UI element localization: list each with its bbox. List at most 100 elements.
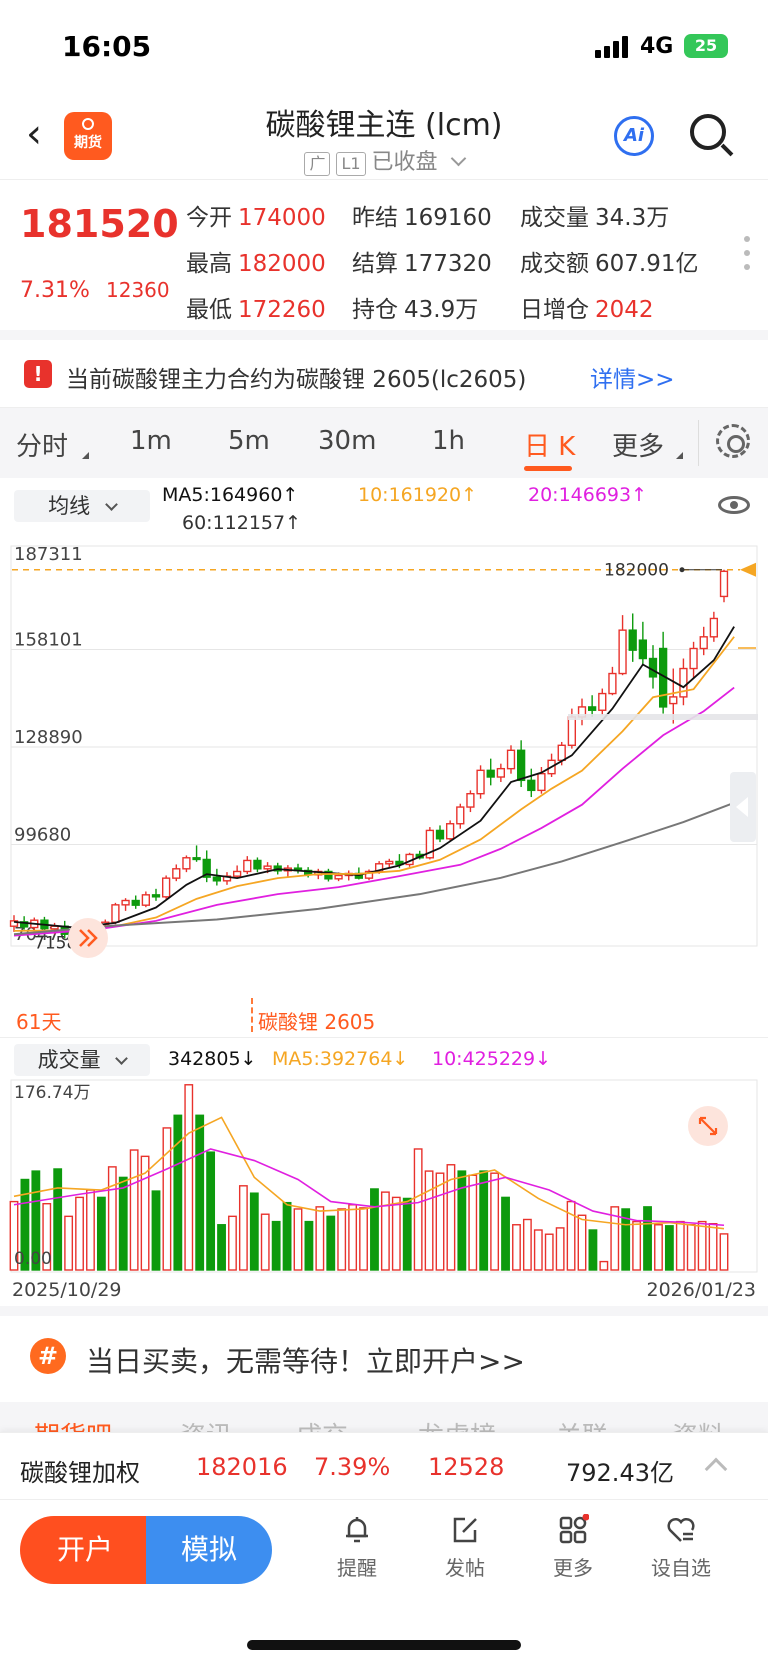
volume-bar [348, 1204, 358, 1271]
ma10-line [13, 636, 735, 932]
contract-marker-row: 61天 碳酸锂 2605 [0, 998, 768, 1038]
tab-daily[interactable]: 日 K [524, 432, 576, 462]
tab-related[interactable]: 关联 [556, 1416, 608, 1432]
volume-bar [479, 1170, 489, 1271]
tab-1m[interactable]: 1m [130, 426, 172, 456]
volume-bar [315, 1206, 325, 1271]
high-marker-label: 182000 [604, 561, 669, 581]
volume-ma10-line [13, 1148, 725, 1227]
simulate-button[interactable]: 模拟 [146, 1516, 272, 1584]
volume-ma5: MA5:392764↓ [272, 1048, 409, 1070]
volume-bar [413, 1148, 423, 1271]
candle [9, 915, 19, 932]
y-tick-label: 187311 [14, 544, 83, 565]
tab-more[interactable]: 更多 [612, 432, 665, 462]
quote-value: 43.9万 [404, 297, 479, 323]
ma60-label: 60:112157↑ [182, 512, 302, 534]
x-start-label: 2025/10/29 [12, 1279, 122, 1301]
more-dots-icon[interactable] [744, 236, 750, 278]
add-watchlist-button[interactable]: 设自选 [636, 1514, 726, 1581]
candle [324, 868, 333, 882]
volume-select[interactable]: 成交量 [14, 1044, 150, 1076]
tab-trades[interactable]: 成交 [296, 1416, 348, 1432]
volume-bar [697, 1220, 707, 1271]
tab-forum[interactable]: 期货吧 [34, 1416, 112, 1432]
quote-label: 结算 [352, 251, 398, 277]
volume-bar [118, 1176, 128, 1271]
tab-profile[interactable]: 资料 [672, 1416, 724, 1432]
weighted-index-bar[interactable]: 碳酸锂加权 182016 7.39% 12528 792.43亿 [0, 1432, 768, 1500]
y-tick-label: 158101 [14, 630, 83, 651]
chevron-up-icon[interactable] [704, 1457, 728, 1481]
candle [182, 855, 191, 873]
volume-bar [96, 1196, 106, 1271]
ma-legend: 均线 MA5:164960↑ 10:161920↑ 20:146693↑ 60:… [0, 478, 768, 538]
post-button[interactable]: 发帖 [420, 1514, 510, 1581]
bottom-toolbar: 开户 模拟 提醒 发帖 更多 设自选 [0, 1500, 768, 1663]
candle [699, 626, 708, 656]
candle [608, 666, 617, 696]
candle [435, 825, 445, 843]
candle [689, 641, 698, 679]
volume-bar [86, 1189, 95, 1271]
quote-label: 日增仓 [520, 297, 589, 323]
weighted-price: 182016 [196, 1453, 288, 1481]
tab-rankings[interactable]: 龙虎榜 [418, 1416, 496, 1432]
candle [253, 857, 262, 873]
chevron-down-icon [450, 150, 466, 167]
indicator-select[interactable]: 均线 [14, 490, 150, 522]
quote-high: 最高 182000 [186, 244, 326, 278]
candle [212, 868, 222, 886]
gear-icon[interactable] [716, 424, 750, 458]
candle [222, 872, 232, 885]
tab-intraday[interactable]: 分时 [16, 432, 69, 462]
add-watchlist-label: 设自选 [651, 1556, 711, 1580]
candle [577, 698, 587, 726]
eye-icon[interactable] [718, 496, 750, 514]
more-button[interactable]: 更多 [528, 1514, 618, 1581]
volume-chart[interactable]: 176.74万 0.00 2025/10/29 2026/01/23 [0, 1078, 768, 1306]
quote-oi-change: 日增仓 2042 [520, 290, 654, 324]
candle [293, 863, 303, 874]
volume-bar [271, 1220, 281, 1271]
search-icon[interactable] [690, 114, 726, 150]
page-title: 碳酸锂主连 (lcm) [265, 108, 503, 143]
edit-icon [453, 1517, 477, 1543]
y-tick-label: 99680 [14, 825, 71, 846]
exchange-tag: 广 [304, 152, 331, 176]
open-account-button[interactable]: 开户 [20, 1516, 150, 1584]
contract-marker-label: 碳酸锂 2605 [258, 1010, 376, 1034]
x-end-label: 2026/01/23 [646, 1279, 756, 1301]
market-state-row[interactable]: 广 L1 已收盘 [0, 144, 768, 176]
candle [385, 858, 394, 869]
change-value: 12360 [106, 278, 170, 302]
volume-select-label: 成交量 [37, 1048, 101, 1072]
ai-icon[interactable]: Ai [614, 116, 654, 156]
more-label: 更多 [553, 1556, 593, 1580]
volume-bar [162, 1127, 172, 1271]
tab-5m[interactable]: 5m [228, 426, 270, 456]
last-price: 181520 [20, 202, 179, 246]
tab-30m[interactable]: 30m [318, 426, 377, 456]
quote-label: 今开 [186, 205, 232, 231]
quote-settle: 结算 177320 [352, 244, 492, 278]
volume-bar [206, 1151, 216, 1271]
candle [496, 763, 506, 783]
high-marker-dot [679, 567, 685, 573]
remind-button[interactable]: 提醒 [312, 1514, 402, 1581]
candle [121, 898, 130, 911]
notice-detail-link[interactable]: 详情>> [590, 367, 675, 393]
tab-news[interactable]: 资讯 [180, 1416, 232, 1432]
back-icon[interactable]: ‹ [26, 111, 42, 157]
candle [425, 827, 435, 860]
status-time: 16:05 [62, 30, 152, 63]
volume-min-label: 0.00 [14, 1249, 52, 1269]
volume-bar [293, 1208, 303, 1271]
volume-frame [10, 1079, 758, 1273]
main-contract-notice: ! 当前碳酸锂主力合约为碳酸锂 2605(lc2605) 详情>> [0, 340, 768, 408]
account-promo[interactable]: # 当日买卖，无需等待！立即开户>> [0, 1306, 768, 1402]
volume-bar [435, 1172, 445, 1271]
tab-1h[interactable]: 1h [432, 426, 466, 456]
quote-value: 172260 [238, 297, 326, 323]
